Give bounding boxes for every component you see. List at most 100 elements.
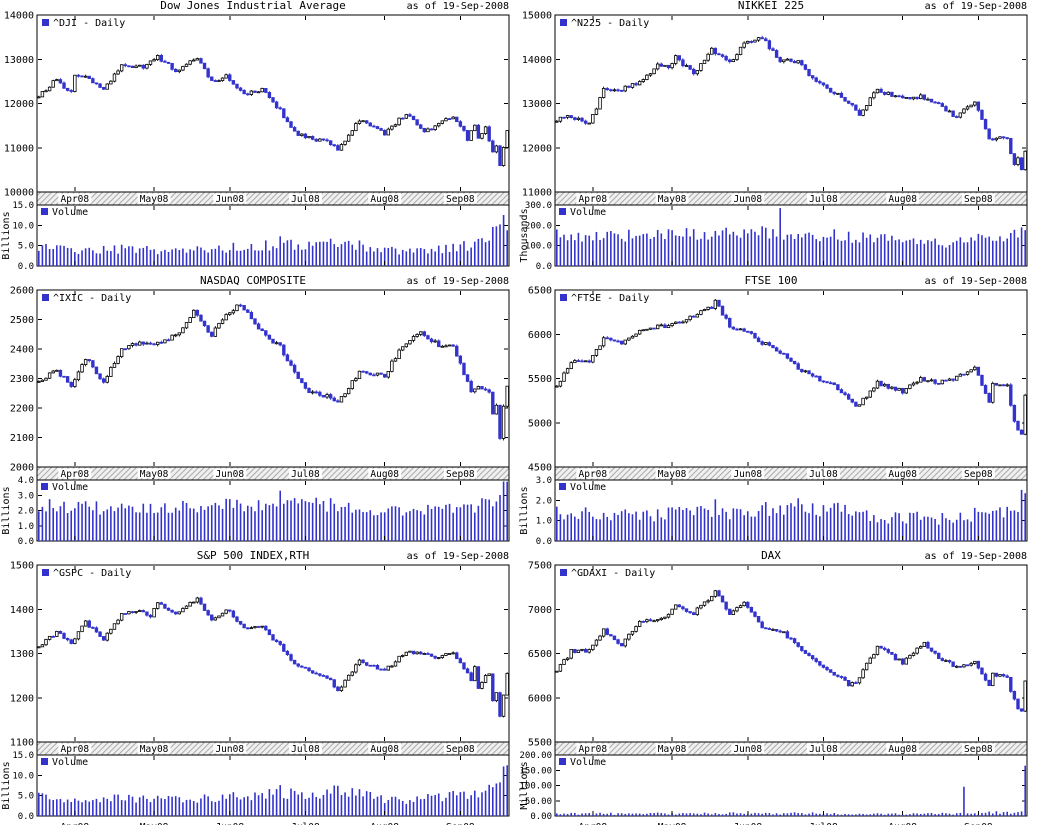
price-tick-label: 6000: [528, 330, 552, 341]
volume-bar: [167, 251, 170, 266]
candle-up: [998, 384, 1002, 387]
candle-down: [328, 394, 333, 399]
month-label: Jun08: [733, 194, 762, 205]
volume-bar: [804, 814, 807, 816]
candle-up: [357, 370, 362, 379]
month-label-bg: [576, 193, 610, 204]
volume-bar: [941, 513, 944, 541]
candle-up: [969, 369, 973, 373]
volume-bar: [427, 253, 429, 266]
candle-up: [437, 123, 441, 127]
volume-bar: [963, 242, 965, 266]
volume-bar: [236, 797, 238, 816]
volume-bar: [736, 508, 738, 541]
volume-bar: [905, 814, 908, 816]
volume-bar: [656, 812, 659, 816]
candle-down: [166, 61, 171, 64]
candle-down: [940, 658, 945, 661]
candle-up: [998, 136, 1002, 139]
volume-bar: [344, 241, 346, 266]
candle-up: [480, 681, 484, 689]
volume-bar: [566, 514, 569, 541]
volume-bar: [236, 250, 238, 266]
volume-bar: [620, 238, 623, 266]
volume-bar: [52, 249, 55, 266]
candle-up: [785, 58, 790, 61]
month-label-bg: [58, 468, 92, 479]
candle-up: [868, 97, 872, 106]
volume-bar: [880, 234, 882, 266]
candle-up: [83, 620, 88, 627]
candle-up: [875, 645, 880, 655]
volume-bar: [685, 228, 688, 266]
candle-down: [422, 331, 427, 337]
candle-down: [491, 391, 495, 415]
cut-month-label: Jun08: [215, 822, 244, 825]
month-label-bg: [886, 743, 920, 754]
candle-down: [767, 628, 772, 630]
month-label: Apr08: [579, 469, 608, 480]
candle-down: [307, 387, 311, 394]
candle-down: [87, 75, 91, 80]
candle-down: [1001, 384, 1006, 387]
volume-bar: [401, 249, 404, 266]
cut-month-label: Aug08: [370, 822, 399, 825]
volume-bar: [149, 802, 152, 816]
volume-bar: [628, 813, 630, 816]
volume-bar: [822, 814, 825, 816]
volume-bar: [95, 798, 98, 816]
volume-bar: [613, 512, 616, 541]
volume-bar: [131, 246, 134, 266]
volume-bar: [391, 506, 393, 541]
candle-up: [44, 638, 48, 646]
volume-bar: [970, 237, 972, 266]
candle-up: [882, 383, 887, 387]
candlestick-chart-svg: Dow Jones Industrial Average as of 19-Sep…: [1, 0, 510, 272]
candle-down: [612, 339, 617, 342]
candle-down: [242, 305, 246, 311]
volume-bar: [283, 242, 285, 266]
volume-bar: [337, 511, 339, 541]
candle-up: [674, 321, 678, 324]
volume-bar: [326, 511, 328, 541]
candle-down: [51, 635, 55, 638]
candle-up: [969, 104, 973, 108]
candle-up: [177, 332, 182, 336]
candle-down: [491, 140, 495, 153]
candle-up: [47, 372, 52, 379]
volume-bar: [599, 239, 601, 266]
price-legend-label: ^FTSE - Daily: [571, 293, 649, 304]
volume-bar: [416, 510, 418, 541]
volume-bar: [99, 514, 101, 541]
candle-up: [962, 108, 966, 114]
candle-up: [422, 653, 427, 655]
candle-up: [76, 371, 81, 381]
candle-up: [152, 607, 156, 618]
price-tick-label: 11000: [4, 143, 34, 154]
volume-bar: [120, 800, 123, 816]
candle-up: [591, 114, 595, 124]
volume-bar: [293, 498, 296, 541]
cut-month-label: May08: [140, 822, 169, 825]
candle-up: [213, 327, 218, 337]
volume-bar: [297, 794, 300, 816]
candle-up: [426, 128, 430, 133]
candle-down: [256, 323, 261, 330]
candle-down: [753, 333, 757, 339]
candle-down: [857, 109, 862, 116]
candle-up: [919, 377, 923, 383]
month-label-bg: [576, 468, 610, 479]
candle-down: [455, 345, 459, 357]
volume-bar: [416, 248, 418, 266]
candle-down: [336, 145, 340, 151]
candle-down: [828, 87, 833, 93]
volume-bar: [351, 788, 354, 816]
candle-up: [444, 345, 448, 348]
volume-bar: [74, 798, 76, 816]
candle-down: [908, 96, 912, 100]
volume-bar: [463, 241, 465, 266]
candle-up: [473, 388, 477, 393]
candle-down: [422, 127, 427, 133]
month-label: Jul08: [809, 744, 838, 755]
candle-down: [411, 650, 416, 655]
